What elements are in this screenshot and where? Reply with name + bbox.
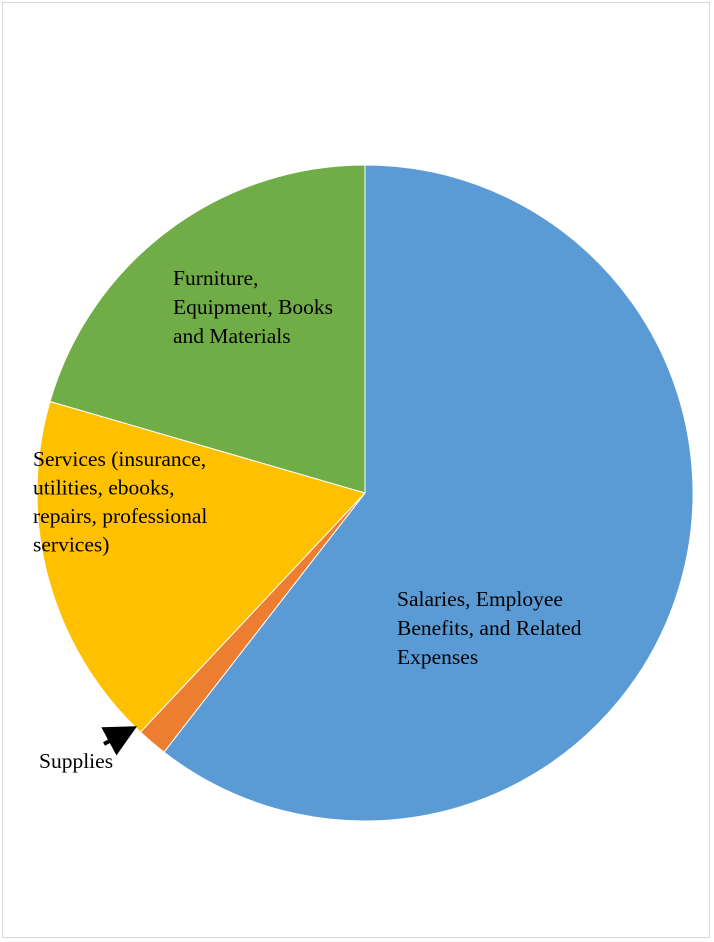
slice-label-line: Equipment, Books bbox=[173, 295, 333, 319]
pie-slices bbox=[36, 164, 694, 822]
pie-slice-furniture-equipment-books-and-materials bbox=[49, 164, 366, 494]
slice-label-salaries-employee-benefits-and-related-e: Salaries, Employee Benefits, and Related E… bbox=[397, 587, 582, 669]
slice-label-line: Benefits, and Related bbox=[397, 616, 582, 640]
slice-label-services-insurance-utilities-ebooks-repa: Services (insurance, utilities, ebooks, re… bbox=[33, 447, 207, 557]
slice-label-line: services) bbox=[33, 533, 109, 557]
slice-label-supplies: Supplies bbox=[39, 749, 113, 773]
slice-label-line: utilities, ebooks, bbox=[33, 476, 175, 500]
supplies-callout-arrow bbox=[101, 726, 138, 756]
slice-label-line: Expenses bbox=[397, 645, 478, 669]
slice-label-line: Services (insurance, bbox=[33, 447, 206, 471]
pie-chart: Salaries, Employee Benefits, and Related E… bbox=[33, 164, 694, 822]
slice-label-line: Furniture, bbox=[173, 266, 258, 290]
slice-label-line: and Materials bbox=[173, 324, 291, 348]
slice-label-line: Supplies bbox=[39, 749, 113, 773]
slice-label-line: repairs, professional bbox=[33, 504, 207, 528]
pie-slice-salaries-employee-benefits-and-related-e bbox=[163, 164, 694, 822]
slice-labels: Salaries, Employee Benefits, and Related E… bbox=[33, 266, 582, 773]
pie-slice-services-insurance-utilities-ebooks-repa bbox=[36, 400, 366, 733]
slice-label-furniture-equipment-books-and-materials: Furniture, Equipment, Books and Materials bbox=[173, 266, 333, 348]
slice-label-line: Salaries, Employee bbox=[397, 587, 563, 611]
